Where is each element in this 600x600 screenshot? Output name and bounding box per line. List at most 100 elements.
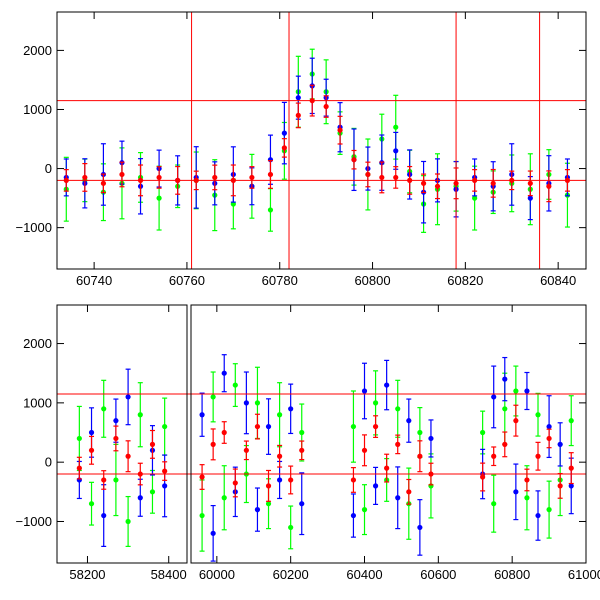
plot-area [63,48,571,233]
data-point [361,507,368,513]
data-point [513,418,519,424]
series-0 [63,57,571,224]
data-point [417,524,423,531]
data-point [254,507,261,513]
data-point [210,530,216,536]
data-point [524,477,530,483]
data-point [372,400,379,406]
data-point [384,382,390,388]
x-tick-label: 60400 [346,567,382,582]
data-point [546,435,552,442]
data-point [295,112,301,118]
data-point [568,483,574,489]
data-point [276,453,283,459]
y-tick-label: −1000 [15,514,52,529]
data-point [125,518,131,525]
data-point [395,406,401,412]
x-tick-label: 58400 [151,567,187,582]
data-point [535,412,541,418]
data-point [212,174,218,181]
data-point [76,465,82,471]
series-1 [63,48,571,233]
data-point [361,388,368,394]
data-point [113,435,119,442]
data-point [199,512,205,519]
data-point [420,180,427,186]
data-point [101,406,107,412]
data-point [535,512,541,519]
data-point [156,195,162,201]
data-point [221,370,227,376]
data-point [384,465,390,471]
data-point [337,127,343,133]
data-point [524,495,530,501]
y-tick-label: 1000 [23,102,52,117]
x-tick-label: 60200 [273,567,309,582]
data-point [299,429,305,436]
data-point [299,447,305,453]
x-tick-label: 60800 [494,567,530,582]
data-point [162,423,168,430]
data-point [101,477,107,483]
data-point [372,483,379,489]
data-point [491,501,497,507]
data-point [137,412,143,418]
data-point [288,406,294,412]
data-point [365,171,371,178]
data-point [557,483,563,489]
data-point [393,174,399,181]
data-point [568,465,574,471]
data-point [350,477,357,483]
data-point [82,174,88,181]
data-point [361,447,368,453]
data-point [254,423,261,430]
data-point [210,394,216,400]
data-point [76,435,82,442]
data-point [502,376,508,382]
data-point [406,418,412,424]
data-point [491,453,497,459]
data-point [199,474,205,480]
data-point [568,418,574,424]
data-point [535,453,541,459]
data-point [113,477,119,483]
data-point [393,124,399,130]
x-tick-label: 60800 [354,273,390,288]
data-point [149,489,156,495]
chart-bottom-panel: −1000 0 1000 2000 58200 58400 60000 60200 60400 6… [15,304,600,582]
data-point [527,180,533,186]
x-tick-label: 60760 [169,273,205,288]
plot-frame [56,11,587,270]
data-point [162,468,168,474]
x-tick-label: 60600 [420,567,456,582]
x-tick-label: 60780 [262,273,298,288]
data-point [480,429,486,436]
data-point [276,412,283,418]
data-point [199,412,205,418]
data-point [221,429,227,436]
data-point [265,501,272,507]
data-point [265,483,272,489]
data-point [513,388,519,394]
data-point [267,207,274,213]
data-point [254,400,261,406]
data-point [137,495,143,501]
data-point [557,441,563,447]
data-point [417,453,423,459]
x-tick-label: 60740 [76,273,112,288]
data-point [125,453,131,459]
data-point [546,183,552,189]
data-point [480,474,486,480]
data-point [232,382,238,388]
y-tick-label: −1000 [15,220,52,235]
y-tick-label: 0 [45,455,52,470]
data-point [88,429,95,436]
x-tick-label: 60000 [199,567,235,582]
data-point [546,507,552,513]
data-point [428,435,434,442]
data-point [502,406,508,412]
data-point [323,103,329,110]
data-point [156,174,162,181]
data-point [406,489,412,495]
